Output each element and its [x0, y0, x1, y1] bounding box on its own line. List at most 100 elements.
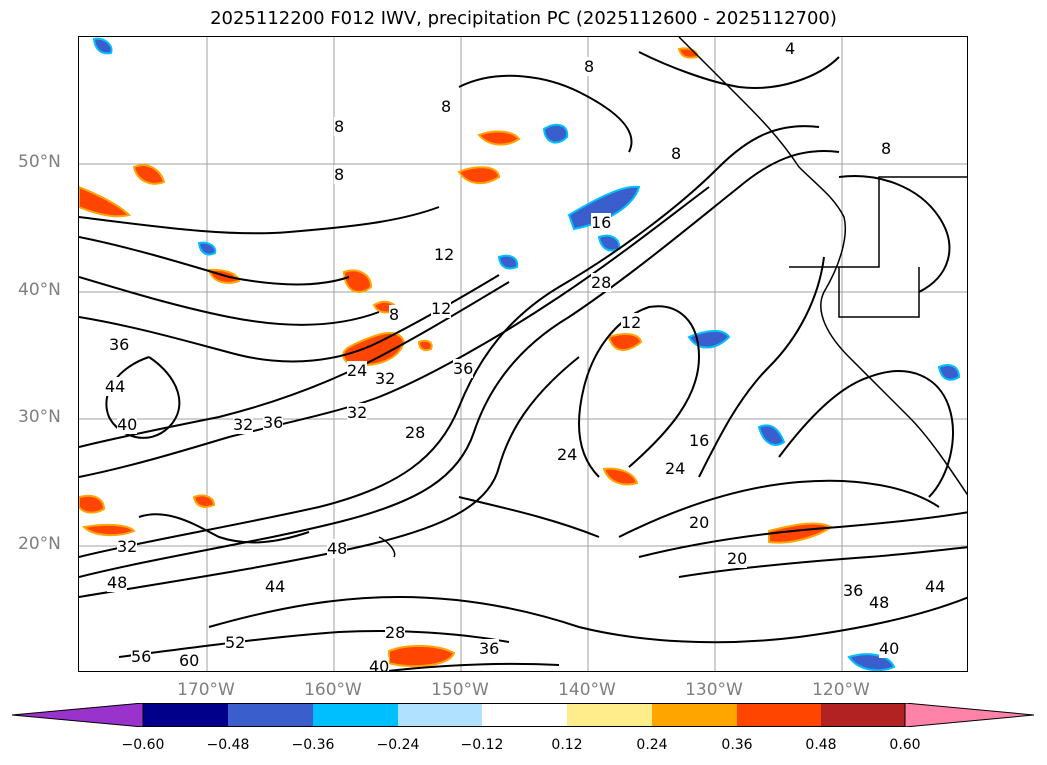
colorbar-swatch-5	[482, 703, 567, 727]
contour-label: 8	[584, 57, 595, 76]
map-title: 2025112200 F012 IWV, precipitation PC (2…	[210, 8, 837, 29]
contour-label: 28	[385, 623, 406, 642]
lon-label-150w: 150°W	[431, 680, 489, 700]
lat-label-30n: 30°N	[18, 407, 61, 427]
contour-label: 12	[434, 245, 455, 264]
lat-label-50n: 50°N	[18, 152, 61, 172]
precip-negative-areas	[92, 37, 961, 671]
colorbar-swatch-7	[652, 703, 737, 727]
contour-label: 8	[334, 165, 345, 184]
precip-pos-1	[342, 331, 406, 367]
contour-label: 8	[334, 117, 345, 136]
contour-label: 40	[117, 415, 138, 434]
precip-positive-areas	[79, 47, 833, 668]
contour-label: 36	[109, 335, 130, 354]
contour-label: 28	[405, 423, 426, 442]
contour-label: 16	[591, 213, 612, 232]
colorbar-tick: 0.24	[636, 737, 668, 753]
contour-label: 48	[107, 573, 128, 592]
colorbar-tick: 0.36	[721, 737, 753, 753]
contour-label: 36	[453, 359, 474, 378]
contour-label: 32	[117, 537, 138, 556]
colorbar-tick: −0.36	[291, 737, 335, 753]
precip-neg-9	[497, 254, 519, 270]
contour-label: 24	[347, 361, 368, 380]
precip-pos-4	[342, 269, 373, 293]
contour-label: 8	[671, 144, 682, 163]
contour-label: 36	[479, 639, 500, 658]
precip-neg-7	[92, 37, 113, 55]
contour-label: 20	[689, 513, 710, 532]
colorbar-swatch-3	[313, 703, 398, 727]
lon-label-120w: 120°W	[812, 680, 870, 700]
contour-label: 28	[591, 273, 612, 292]
lat-label-20n: 20°N	[18, 534, 61, 554]
lon-label-140w: 140°W	[558, 680, 616, 700]
colorbar-swatch-10	[904, 703, 1035, 727]
precip-neg-2	[542, 123, 569, 144]
colorbar-swatch-1	[143, 703, 228, 727]
colorbar-tick: −0.12	[460, 737, 504, 753]
contour-label: 32	[233, 415, 254, 434]
colorbar-tick: 0.60	[889, 737, 921, 753]
contour-label: 52	[225, 633, 246, 652]
colorbar-swatch-2	[228, 703, 313, 727]
contour-label: 48	[327, 539, 348, 558]
precip-pos-11	[79, 494, 106, 514]
colorbar	[12, 703, 1035, 727]
precip-pos-14	[81, 523, 136, 537]
contour-label: 4	[785, 39, 796, 58]
contour-label: 48	[869, 593, 890, 612]
colorbar-tick: 0.48	[805, 737, 837, 753]
precip-neg-6	[847, 653, 896, 671]
contour-label: 24	[557, 445, 578, 464]
contour-label: 20	[727, 549, 748, 568]
precip-pos-16	[417, 339, 433, 352]
contour-label: 36	[263, 413, 284, 432]
contour-label: 12	[621, 313, 642, 332]
map-canvas	[79, 37, 967, 671]
contour-label: 32	[347, 403, 368, 422]
colorbar-swatch-0	[12, 703, 144, 727]
colorbar-tick: −0.60	[121, 737, 165, 753]
colorbar-tick: 0.12	[551, 737, 583, 753]
colorbar-swatch-8	[737, 703, 821, 727]
contour-label: 44	[925, 577, 946, 596]
precip-neg-4	[757, 424, 786, 446]
precip-pos-10	[388, 644, 456, 668]
contour-label: 44	[105, 377, 126, 396]
contour-label: 8	[881, 139, 892, 158]
contour-label: 32	[375, 369, 396, 388]
contour-label: 8	[441, 97, 452, 116]
contour-label: 60	[179, 651, 200, 670]
lon-label-160w: 160°W	[304, 680, 362, 700]
precip-pos-6	[477, 130, 521, 146]
colorbar-tick: −0.24	[376, 737, 420, 753]
contour-label: 12	[431, 299, 452, 318]
contour-label: 40	[369, 657, 390, 671]
precip-pos-3	[132, 164, 166, 185]
graticule	[79, 37, 967, 671]
precip-neg-3	[687, 330, 731, 349]
precip-neg-10	[937, 364, 961, 381]
contour-label: 44	[265, 577, 286, 596]
colorbar-swatch-6	[567, 703, 652, 727]
lon-label-130w: 130°W	[685, 680, 743, 700]
contour-labels: 4 8 8 8 8 8 8 8 12 12 12 16 16 20 20 24 …	[79, 37, 967, 671]
colorbar-tick: −0.48	[206, 737, 250, 753]
lon-label-170w: 170°W	[177, 680, 235, 700]
precip-pos-5	[457, 166, 501, 185]
precip-pos-13	[602, 467, 639, 486]
contour-label: 40	[879, 639, 900, 658]
contour-label: 36	[843, 581, 864, 600]
colorbar-swatch-9	[821, 703, 905, 727]
precip-pos-8	[607, 333, 643, 351]
contour-label: 24	[665, 459, 686, 478]
precip-pos-2	[79, 185, 131, 218]
contour-label: 16	[689, 431, 710, 450]
map-panel: 4 8 8 8 8 8 8 8 12 12 12 16 16 20 20 24 …	[78, 36, 968, 672]
contour-label: 8	[389, 305, 400, 324]
contour-label: 56	[131, 647, 152, 666]
precip-pos-12	[192, 494, 216, 508]
coastline	[378, 37, 967, 558]
